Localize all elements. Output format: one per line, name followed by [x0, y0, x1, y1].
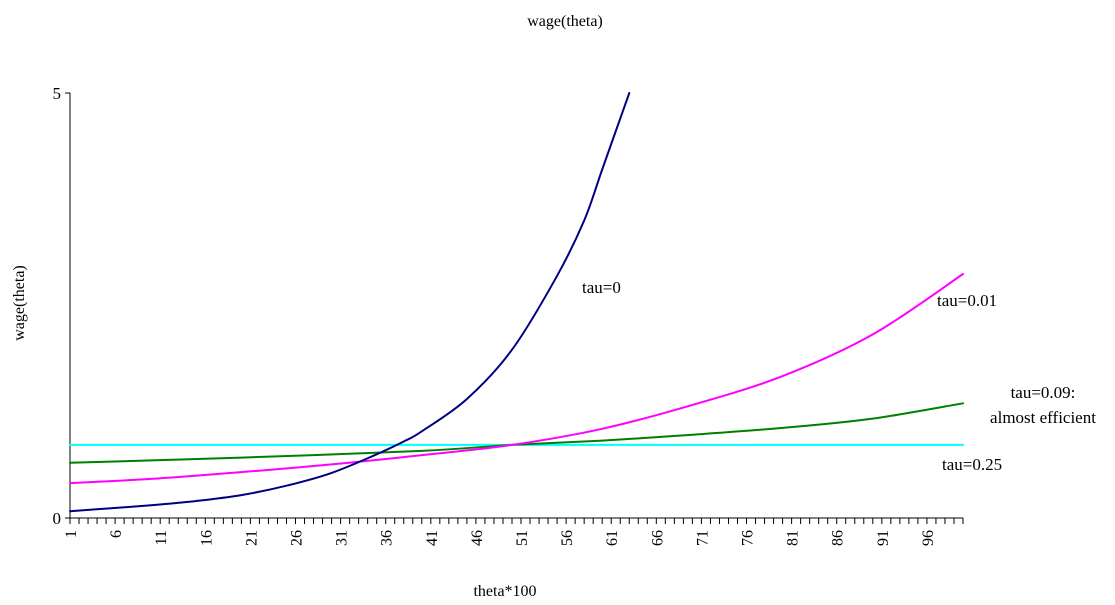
x-tick-label: 76	[740, 530, 757, 546]
series-annotation-a3: tau=0.25	[942, 455, 1002, 474]
axes: 051 6 11 16 21 26 31 36 41 46 51 56 61 66 71 76 81 86 91 96	[53, 84, 964, 546]
series-annotation-a2: tau=0.09:	[1011, 383, 1076, 402]
x-tick-label: 36	[379, 530, 396, 546]
series-layer	[69, 92, 964, 513]
x-tick-label: 6	[108, 530, 125, 538]
chart-title: wage(theta)	[527, 13, 603, 30]
x-tick-label: 1	[63, 530, 80, 538]
series-annotation-a0: tau=0	[582, 278, 621, 297]
x-tick-label: 16	[198, 530, 215, 546]
x-tick-label: 96	[920, 530, 937, 546]
x-tick-label: 91	[875, 530, 892, 546]
x-tick-label: 71	[694, 530, 711, 546]
series-annotation-a1: tau=0.01	[937, 291, 997, 310]
series-annotation-a2: almost efficient	[990, 408, 1096, 427]
series-line-1	[69, 273, 964, 485]
x-tick-label: 46	[469, 530, 486, 546]
y-tick-label: 0	[53, 509, 62, 528]
x-tick-label: 81	[785, 530, 802, 546]
x-tick-label: 86	[830, 530, 847, 546]
x-tick-label: 41	[424, 530, 441, 546]
x-tick-label: 21	[243, 530, 260, 546]
series-line-0	[69, 92, 631, 513]
annotation-layer: tau=0 tau=0.01 tau=0.09: almost efficient ta…	[582, 278, 1096, 474]
x-tick-label: 11	[153, 530, 170, 545]
y-tick-label: 5	[53, 84, 62, 103]
x-tick-label: 61	[604, 530, 621, 546]
x-axis-label: theta*100	[473, 583, 536, 600]
x-tick-label: 31	[334, 530, 351, 546]
series-line-2	[69, 402, 964, 464]
x-tick-label: 56	[559, 530, 576, 546]
y-axis-label: wage(theta)	[11, 265, 28, 341]
x-tick-label: 66	[649, 530, 666, 546]
x-tick-label: 26	[289, 530, 306, 546]
x-tick-label: 51	[514, 530, 531, 546]
